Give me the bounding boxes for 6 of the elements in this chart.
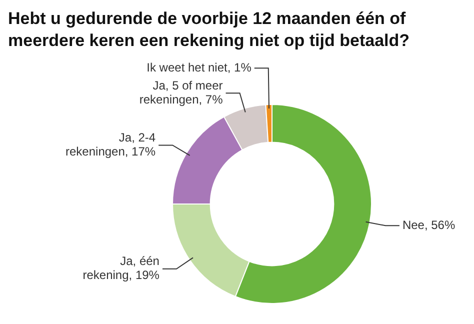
slice-label: Ja, één rekening, 19% <box>82 254 160 282</box>
chart-title: Hebt u gedurende de voorbije 12 maanden één of meerdere keren een rekening niet op tijd betaald? <box>8 8 411 52</box>
slice-label: Nee, 56% <box>402 218 456 232</box>
slice-label: Ik weet het niet, 1% <box>146 60 252 74</box>
slice-label: Ja, 2-4 rekeningen, 17% <box>66 130 156 159</box>
slice-label: Ja, 5 of meer rekeningen, 7% <box>139 78 224 106</box>
